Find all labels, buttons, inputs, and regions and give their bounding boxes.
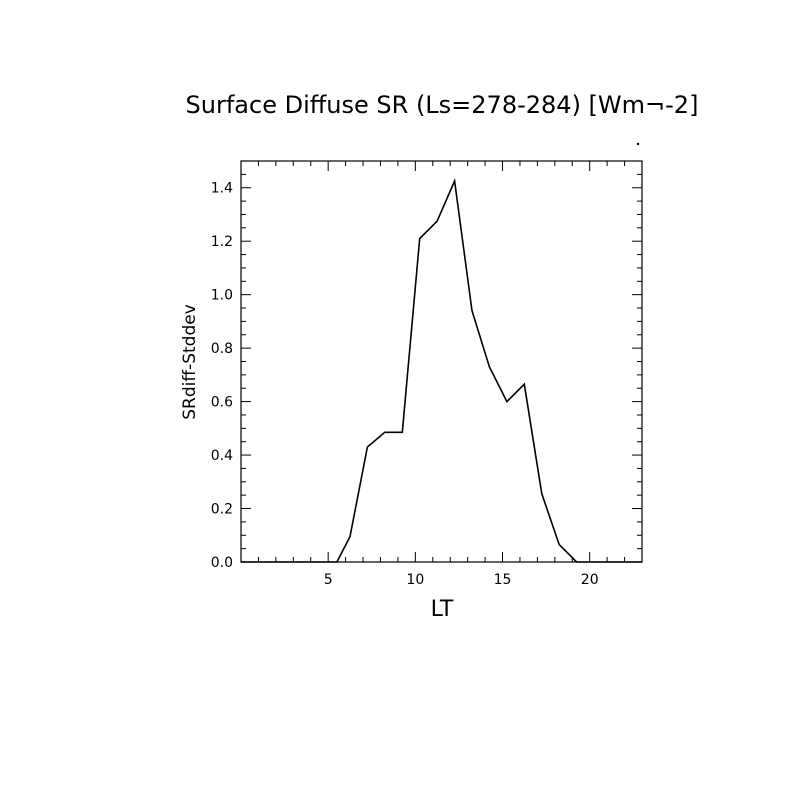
y-tick-label: 1.2	[211, 234, 233, 250]
y-tick-label: 0.0	[211, 555, 233, 571]
x-tick-label: 20	[581, 572, 599, 588]
x-tick-labels: 5 10 15 20	[324, 572, 599, 588]
series-line	[241, 178, 642, 563]
corner-dot	[636, 142, 640, 146]
y-axis-label: SRdiff-Stddev	[180, 304, 200, 420]
y-tick-label: 0.2	[211, 502, 233, 518]
data-series	[241, 178, 642, 563]
plot-frame	[240, 160, 643, 563]
y-tick-label: 1.0	[211, 288, 233, 304]
y-tick-labels: 0.0 0.2 0.4 0.6 0.8 1.0 1.2 1.4	[211, 181, 233, 571]
y-tick-label: 1.4	[211, 181, 233, 197]
axis-ticks	[240, 160, 643, 563]
y-tick-label: 0.8	[211, 341, 233, 357]
plot-axes	[240, 160, 643, 563]
x-axis-label: LT	[431, 597, 454, 622]
x-tick-label: 10	[406, 572, 424, 588]
y-tick-label: 0.4	[211, 448, 233, 464]
x-tick-label: 15	[494, 572, 512, 588]
y-tick-label: 0.6	[211, 395, 233, 411]
x-tick-label: 5	[324, 572, 333, 588]
chart-title: Surface Diffuse SR (Ls=278-284) [Wm¬-2]	[186, 91, 699, 119]
